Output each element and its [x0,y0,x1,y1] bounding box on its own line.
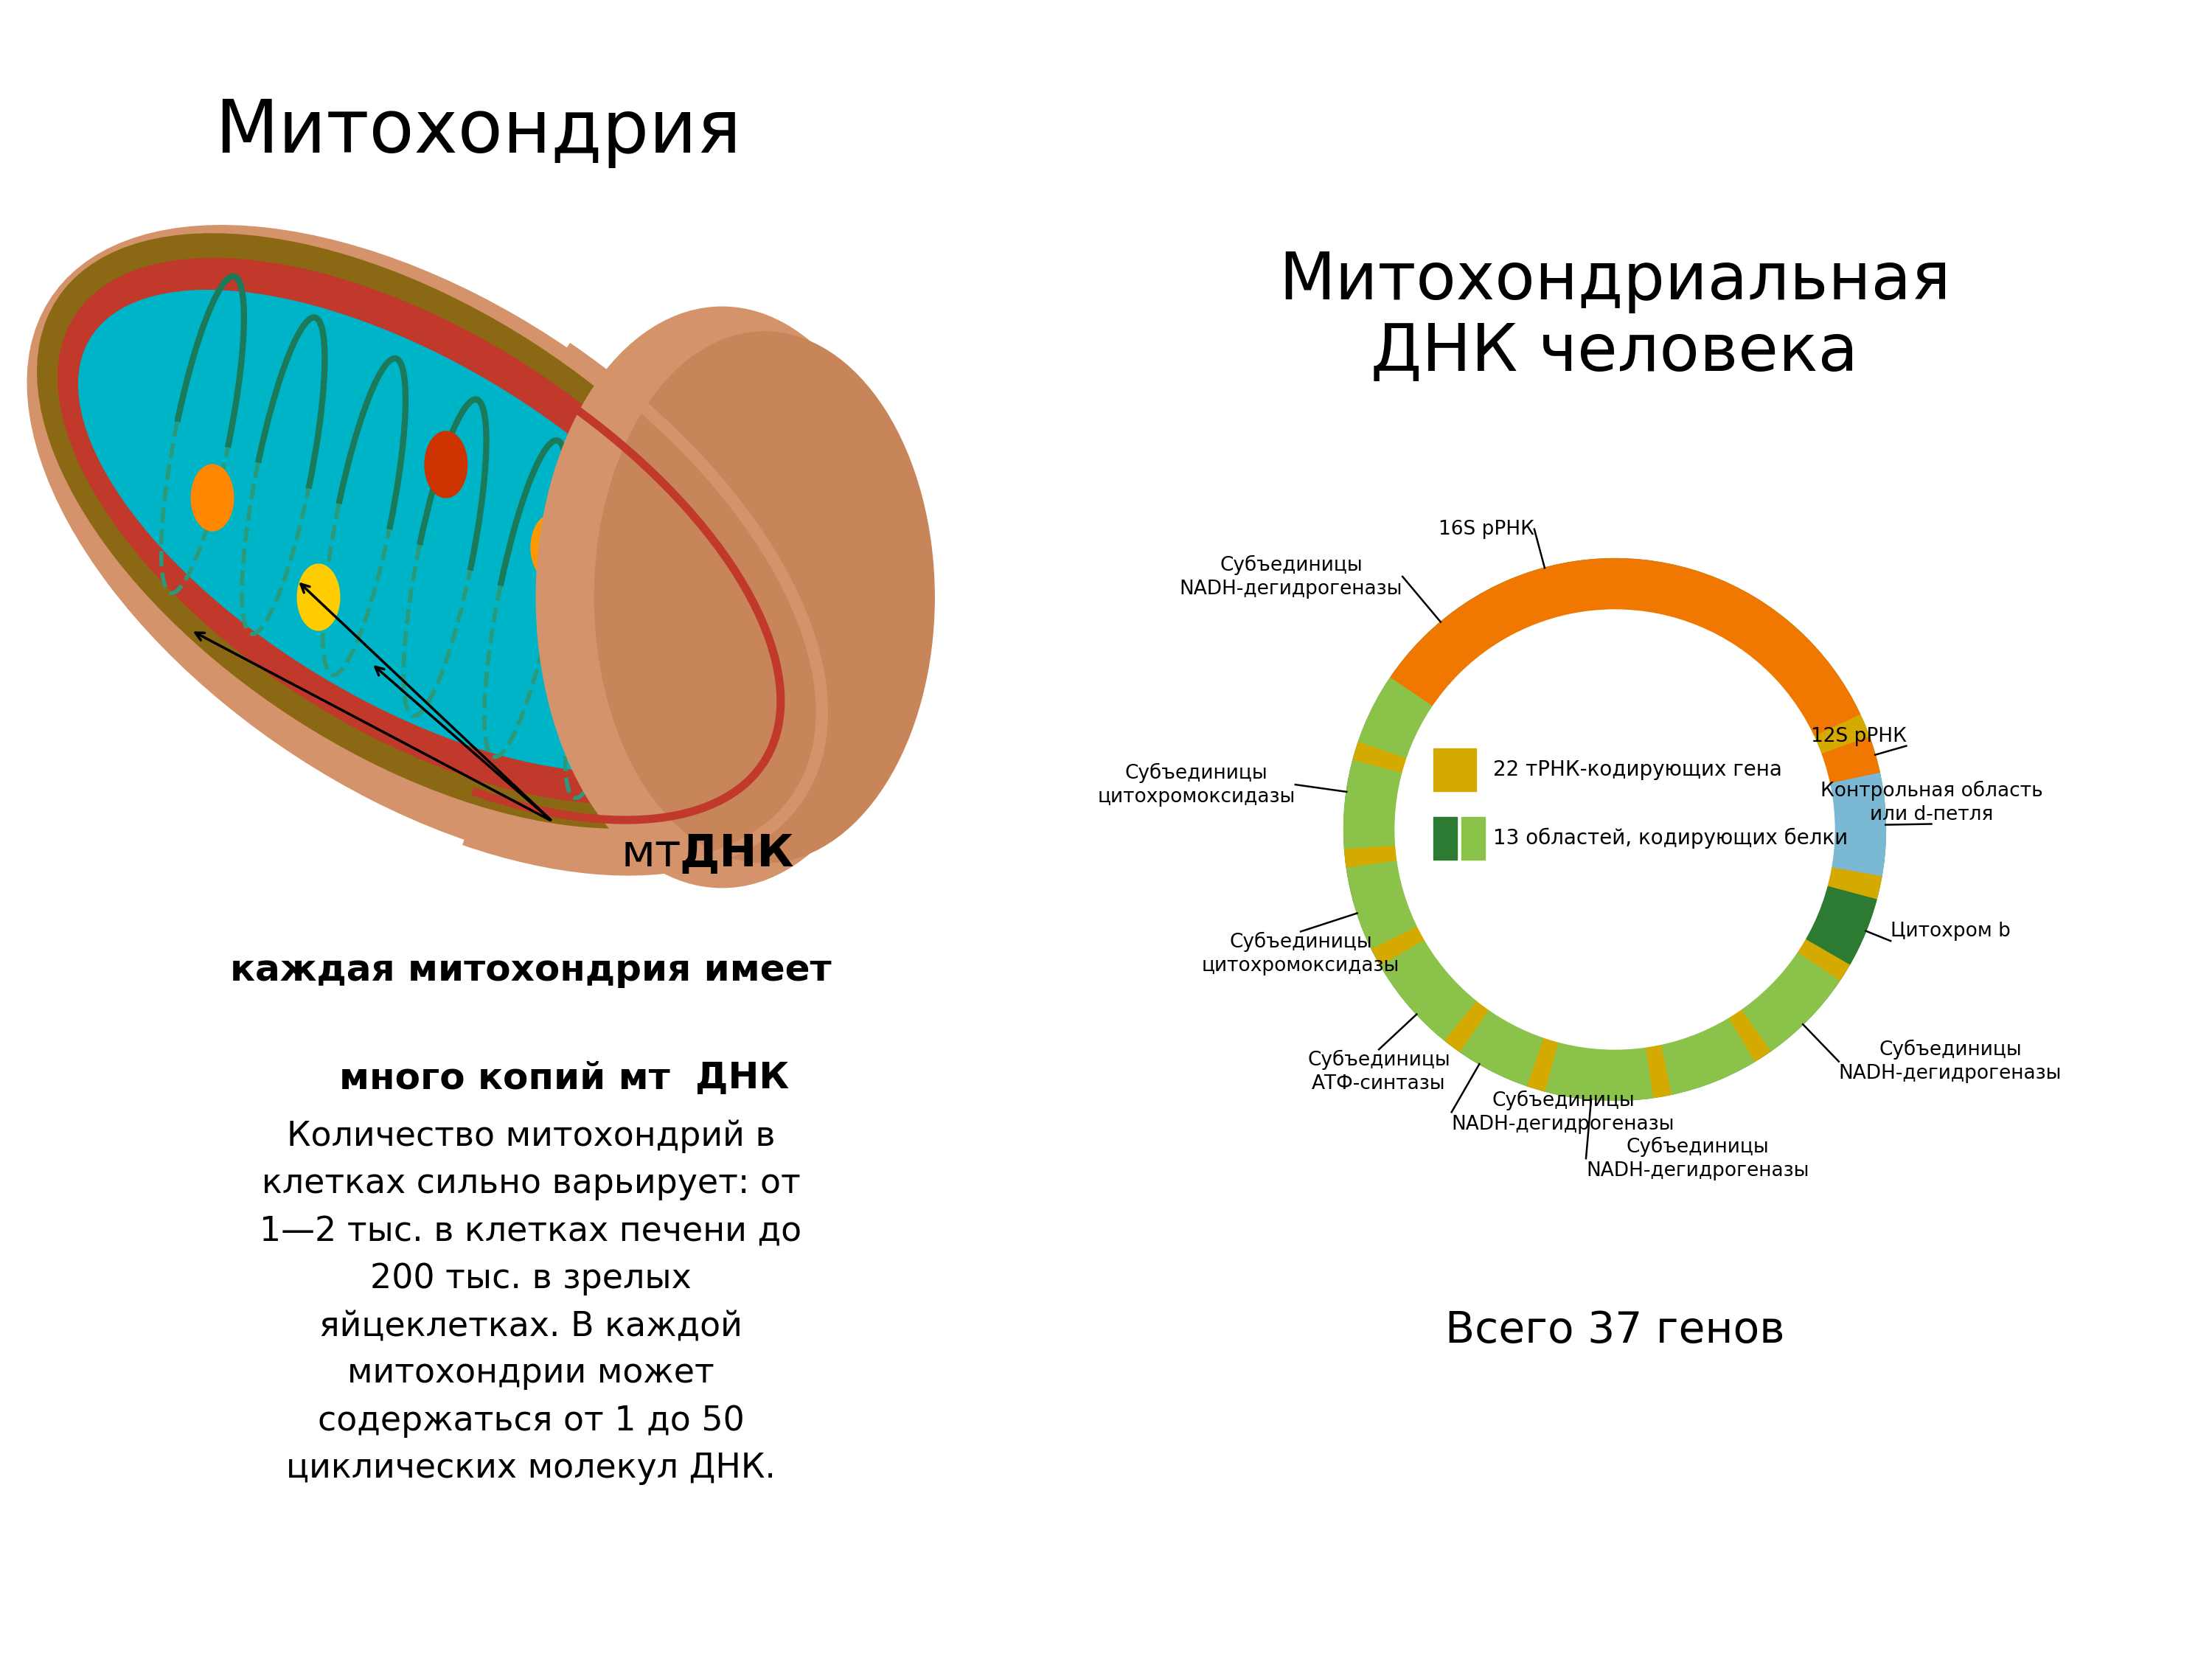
Wedge shape [1371,926,1425,966]
Circle shape [1396,611,1834,1048]
Wedge shape [1820,737,1880,783]
Ellipse shape [27,226,823,869]
Text: мт: мт [622,833,681,876]
Ellipse shape [535,307,907,888]
Wedge shape [1741,952,1840,1052]
Wedge shape [1345,559,1885,1100]
Wedge shape [1389,559,1615,707]
Text: ДНК: ДНК [695,1060,790,1097]
Text: Всего 37 генов: Всего 37 генов [1444,1309,1785,1352]
Circle shape [190,465,234,531]
Wedge shape [1827,868,1882,899]
Text: Субъединицы
NADH-дегидрогеназы: Субъединицы NADH-дегидрогеназы [1451,1090,1674,1135]
Text: Контрольная область
или d-петля: Контрольная область или d-петля [1820,780,2042,825]
FancyBboxPatch shape [1433,816,1458,859]
Wedge shape [1345,844,1398,868]
Text: 22 тРНК-кодирующих гена: 22 тРНК-кодирующих гена [1493,760,1783,780]
Wedge shape [1814,715,1869,755]
Text: 12S рРНК: 12S рРНК [1812,727,1907,747]
Wedge shape [1829,773,1885,876]
Text: ДНК: ДНК [679,833,794,876]
Circle shape [425,431,467,498]
Circle shape [531,514,573,581]
Wedge shape [1728,1009,1770,1062]
FancyBboxPatch shape [1462,816,1484,859]
Ellipse shape [58,259,770,803]
Text: Цитохром b: Цитохром b [1891,922,2011,941]
Text: Субъединицы
АТФ-синтазы: Субъединицы АТФ-синтазы [1307,1050,1451,1093]
Text: 16S рРНК: 16S рРНК [1438,519,1535,539]
Ellipse shape [595,332,933,863]
Wedge shape [1354,742,1407,773]
Text: Субъединицы
NADH-дегидрогеназы: Субъединицы NADH-дегидрогеназы [1586,1136,1809,1180]
Text: 13 областей, кодирующих белки: 13 областей, кодирующих белки [1493,828,1847,848]
Wedge shape [1444,1000,1489,1052]
Wedge shape [1615,559,1860,737]
Text: Субъединицы
цитохромоксидазы: Субъединицы цитохромоксидазы [1201,932,1400,975]
Ellipse shape [80,290,739,771]
Wedge shape [1526,1037,1557,1092]
Wedge shape [1345,760,1402,848]
Wedge shape [1358,679,1433,758]
Text: Субъединицы
цитохромоксидазы: Субъединицы цитохромоксидазы [1097,763,1296,806]
Wedge shape [1380,939,1475,1040]
Text: Митохондриальная
ДНК человека: Митохондриальная ДНК человека [1279,249,1951,385]
FancyBboxPatch shape [1433,748,1475,791]
Wedge shape [1347,859,1418,949]
Text: Количество митохондрий в
клетках сильно варьирует: от
1—2 тыс. в клетках печени : Количество митохондрий в клетках сильно … [259,1120,803,1485]
Wedge shape [1544,1042,1652,1100]
Wedge shape [1805,886,1876,966]
Text: каждая митохондрия имеет: каждая митохондрия имеет [230,952,832,989]
Wedge shape [1661,1019,1754,1095]
Circle shape [296,564,341,630]
Text: Субъединицы
NADH-дегидрогеназы: Субъединицы NADH-дегидрогеназы [1838,1040,2062,1083]
Text: много копий мт: много копий мт [338,1060,670,1097]
Wedge shape [1460,1009,1544,1085]
Wedge shape [1796,939,1849,980]
Text: Субъединицы
NADH-дегидрогеназы: Субъединицы NADH-дегидрогеназы [1179,554,1402,599]
Ellipse shape [38,234,790,828]
Wedge shape [1646,1045,1670,1098]
Text: Митохондрия: Митохондрия [215,96,741,169]
